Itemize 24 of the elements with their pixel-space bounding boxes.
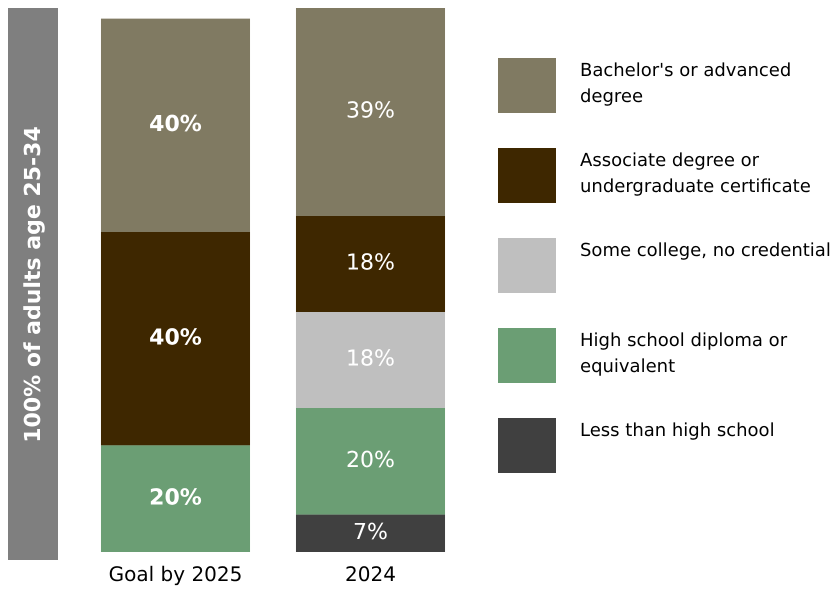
data-label: 39%: [346, 98, 395, 124]
text: Bachelor's or advanced degree: [580, 59, 792, 109]
text: Less than high school: [580, 419, 776, 443]
data-label: 20%: [346, 448, 395, 474]
text: Associate degree or undergraduate certificate: [580, 149, 812, 199]
data-label: 40%: [149, 112, 202, 138]
bar: [296, 312, 446, 408]
x-tick-label: Goal by 2025: [108, 562, 242, 586]
bar: [100, 232, 250, 446]
bar: [100, 445, 250, 552]
bar: [100, 18, 250, 232]
y-axis-title: 100% of adults age 25-34: [20, 126, 46, 442]
data-label: 40%: [149, 325, 202, 350]
text: Some college, no credential: [580, 239, 832, 263]
text: High school diploma or equivalent: [580, 329, 788, 379]
bar: [296, 514, 446, 552]
data-label: 20%: [149, 485, 202, 510]
data-label: 18%: [346, 346, 395, 372]
data-label: 7%: [353, 520, 388, 546]
bar: [296, 8, 446, 216]
bar: [296, 216, 446, 312]
x-tick-label: 2024: [345, 562, 396, 586]
bar: [296, 408, 446, 515]
data-label: 18%: [346, 250, 395, 276]
